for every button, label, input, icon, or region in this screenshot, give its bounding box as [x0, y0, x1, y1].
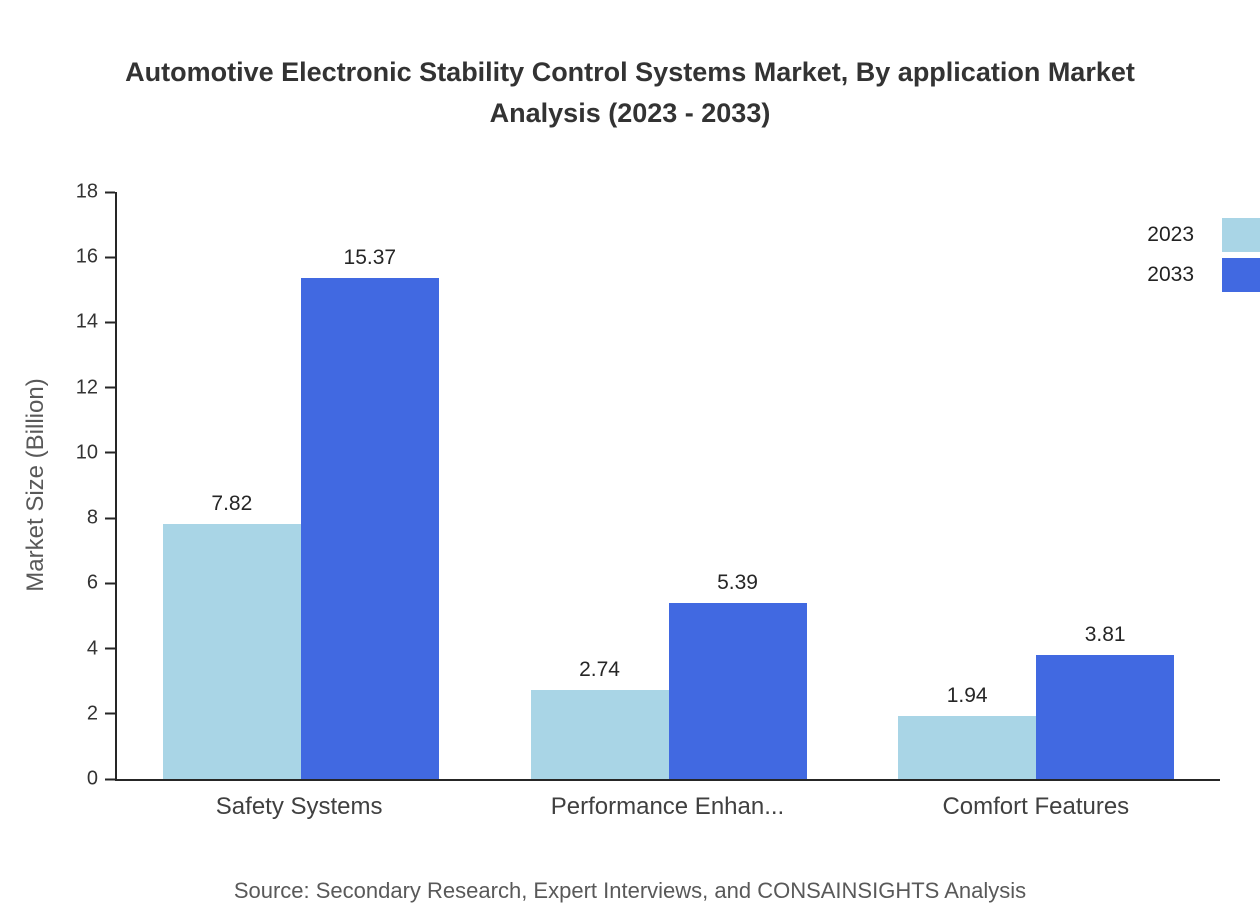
y-tick-16: 16	[72, 246, 115, 269]
y-tick-6: 6	[72, 572, 115, 595]
y-tick-label: 18	[75, 180, 98, 203]
y-tick-mark	[105, 191, 115, 193]
x-axis-labels: Safety Systems Performance Enhan... Comfor…	[115, 793, 1220, 821]
legend: 2023 2033	[1147, 218, 1260, 292]
y-tick-mark	[105, 582, 115, 585]
source-note: Source: Secondary Research, Expert Inter…	[233, 878, 1027, 903]
bar-value-label: 7.82	[211, 491, 253, 515]
bar-2023-performance-enhan: 2.74	[530, 658, 669, 779]
y-tick-mark	[105, 256, 115, 259]
chart-title: Automotive Electronic Stability Control …	[125, 57, 1135, 128]
bar-2023-safety-systems: 7.82	[162, 492, 301, 779]
legend-swatch-2023	[1222, 218, 1260, 252]
y-tick-4: 4	[72, 637, 115, 660]
y-tick-mark	[105, 321, 115, 324]
y-tick-mark	[105, 778, 115, 780]
y-tick-0: 0	[72, 768, 115, 791]
y-tick-12: 12	[72, 376, 115, 399]
y-tick-mark	[105, 451, 115, 454]
legend-label-2023: 2023	[1147, 223, 1194, 246]
bar-2033-performance-enhan: 5.39	[668, 571, 807, 779]
y-tick-label: 14	[75, 310, 98, 333]
y-tick-mark	[105, 647, 115, 650]
bar-groups: 7.82 15.37 2.74 5.39 1.94 3.81	[117, 192, 1220, 779]
y-tick-label: 2	[86, 702, 98, 725]
y-axis-title: Market Size (Billion)	[22, 378, 49, 592]
y-tick-label: 0	[86, 767, 98, 790]
bar-group-comfort-features: 1.94 3.81	[852, 192, 1220, 779]
y-tick-mark	[105, 712, 115, 715]
bar-value-label: 3.81	[1084, 622, 1126, 646]
y-tick-2: 2	[72, 702, 115, 725]
bar-2023-comfort-features: 1.94	[898, 684, 1037, 779]
bar-2033-comfort-features: 3.81	[1036, 623, 1175, 779]
legend-item-2033: 2033	[1147, 258, 1260, 292]
y-tick-14: 14	[72, 311, 115, 334]
y-tick-label: 4	[86, 637, 98, 660]
legend-label-2033: 2033	[1147, 263, 1194, 286]
y-tick-8: 8	[72, 507, 115, 530]
bar-value-label: 5.39	[717, 571, 758, 595]
y-tick-label: 8	[86, 506, 98, 529]
y-tick-mark	[105, 517, 115, 520]
y-tick-label: 6	[86, 571, 98, 594]
bar-value-label: 2.74	[579, 657, 620, 681]
y-tick-18: 18	[72, 181, 115, 204]
bar-2033-safety-systems: 15.37	[300, 246, 439, 779]
legend-swatch-2033	[1222, 258, 1260, 292]
y-tick-label: 10	[75, 441, 98, 464]
bar-value-label: 15.37	[343, 245, 397, 269]
legend-item-2023: 2023	[1147, 218, 1260, 252]
y-tick-mark	[105, 386, 115, 389]
y-tick-label: 12	[75, 376, 98, 399]
x-axis-label-performance-enhan: Performance Enhan...	[550, 793, 785, 820]
y-tick-10: 10	[72, 441, 115, 464]
plot-area: 0 2 4 6 8 10 12 14 16 18 7.82 15.37 2.74 5.39 1.94 3.81	[76, 181, 1220, 790]
x-axis-label-safety-systems: Safety Systems	[215, 793, 383, 820]
y-tick-label: 16	[75, 245, 98, 268]
bar-group-safety-systems: 7.82 15.37	[117, 192, 485, 779]
bar-group-performance-enhan: 2.74 5.39	[485, 192, 853, 779]
x-axis-label-comfort-features: Comfort Features	[942, 793, 1130, 820]
bar-value-label: 1.94	[946, 683, 988, 707]
